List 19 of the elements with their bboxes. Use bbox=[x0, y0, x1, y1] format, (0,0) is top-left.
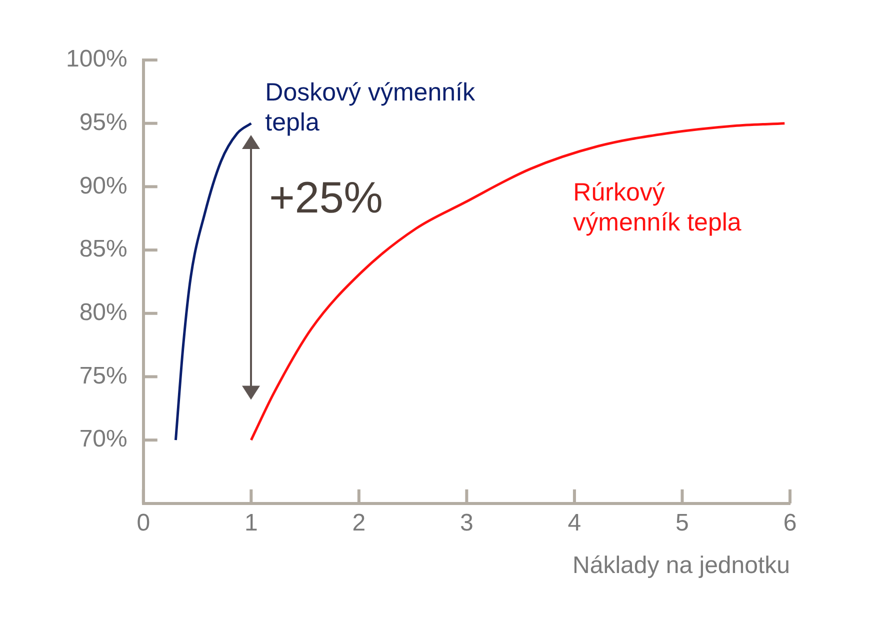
x-axis-title: Náklady na jednotku bbox=[572, 552, 790, 580]
y-tick-label: 100% bbox=[66, 46, 128, 73]
y-tick-label: 70% bbox=[79, 426, 128, 453]
x-tick-label: 4 bbox=[568, 509, 582, 536]
x-tick-label: 0 bbox=[136, 509, 150, 536]
x-tick-label: 1 bbox=[244, 509, 258, 536]
x-tick-label: 6 bbox=[783, 509, 797, 536]
y-tick-label: 80% bbox=[79, 298, 128, 326]
x-tick-label: 5 bbox=[676, 509, 689, 536]
x-tick-label: 3 bbox=[460, 509, 474, 536]
line-series bbox=[174, 122, 252, 442]
y-tick-label: 95% bbox=[79, 108, 128, 136]
series-label: Doskový výmenník tepla bbox=[265, 78, 476, 137]
annotation: +25% bbox=[269, 173, 383, 222]
y-tick-label: 90% bbox=[79, 172, 128, 200]
y-tick-label: 75% bbox=[79, 362, 128, 390]
x-tick-label: 2 bbox=[352, 509, 366, 536]
y-tick-label: 85% bbox=[79, 236, 128, 263]
series-label: Rúrkový výmenník tepla bbox=[573, 178, 742, 237]
